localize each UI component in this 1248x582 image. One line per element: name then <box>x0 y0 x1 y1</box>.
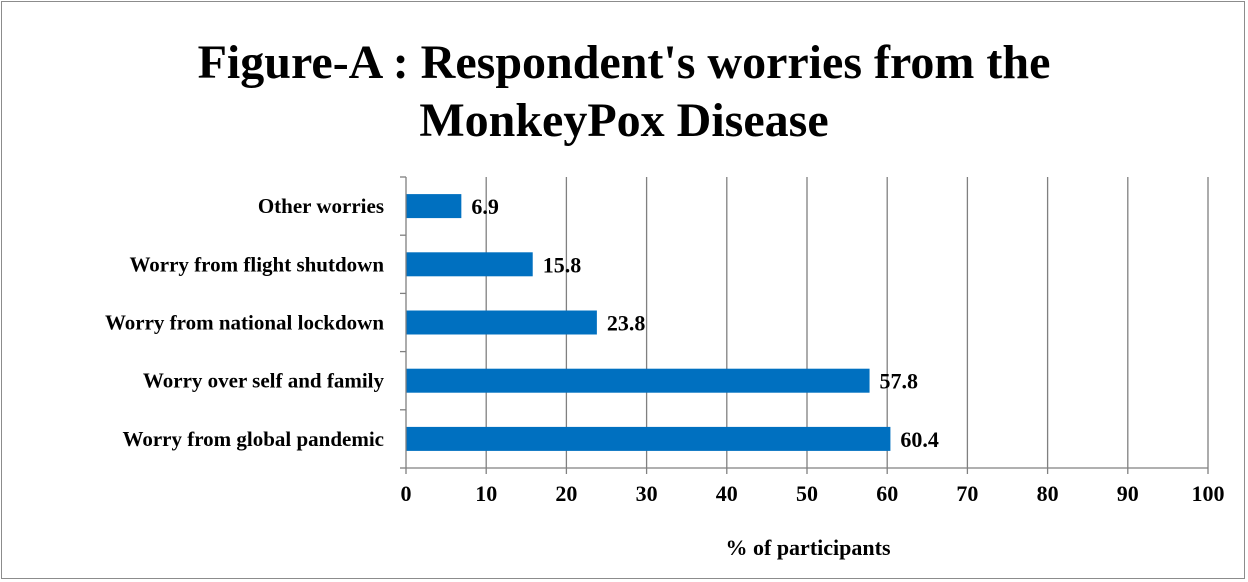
x-tick-label-20: 20 <box>555 481 577 506</box>
x-tick-label-70: 70 <box>956 481 978 506</box>
chart-title-line-1: Figure-A : Respondent's worries from the <box>197 36 1051 89</box>
bar-2 <box>406 310 597 335</box>
category-label-2: Worry from national lockdown <box>105 311 384 335</box>
x-tick-label-60: 60 <box>876 481 898 506</box>
x-tick-label-90: 90 <box>1117 481 1139 506</box>
category-label-0: Worry from global pandemic <box>122 427 384 451</box>
x-tick-label-50: 50 <box>796 481 818 506</box>
axes <box>400 176 1209 474</box>
data-label-4: 6.9 <box>471 194 499 219</box>
x-tick-label-10: 10 <box>475 481 497 506</box>
x-axis-title: % of participants <box>726 535 891 560</box>
category-label-3: Worry from flight shutdown <box>129 252 384 276</box>
data-label-0: 60.4 <box>900 427 939 452</box>
chart-title-line-2: MonkeyPox Disease <box>419 94 829 147</box>
data-label-3: 15.8 <box>543 252 582 277</box>
x-tick-label-80: 80 <box>1037 481 1059 506</box>
gridlines <box>485 177 1209 468</box>
chart-title: Figure-A : Respondent's worries from the… <box>0 34 1248 150</box>
data-label-2: 23.8 <box>607 311 646 336</box>
category-label-1: Worry over self and family <box>143 369 385 393</box>
labels: 0 10 20 30 40 50 60 70 80 90 100 Worry from global … <box>105 194 1225 506</box>
x-tick-label-100: 100 <box>1192 481 1225 506</box>
x-tick-label-40: 40 <box>716 481 738 506</box>
bar-1 <box>406 368 870 393</box>
bar-3 <box>406 252 533 277</box>
bars <box>406 194 891 451</box>
x-tick-label-0: 0 <box>401 481 412 506</box>
data-label-1: 57.8 <box>880 369 919 394</box>
bar-0 <box>406 426 891 451</box>
x-tick-label-30: 30 <box>636 481 658 506</box>
bar-4 <box>406 194 462 219</box>
category-label-4: Other worries <box>258 194 384 218</box>
